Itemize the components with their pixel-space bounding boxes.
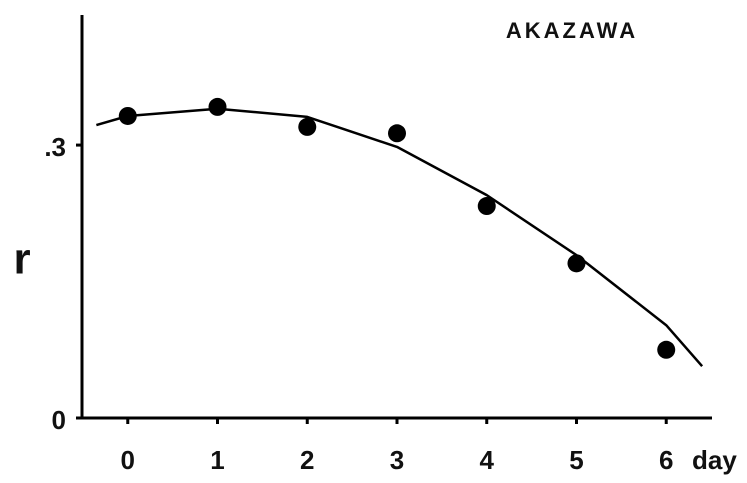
- data-point: [208, 97, 227, 116]
- x-tick-label: 2: [300, 445, 314, 475]
- y-tick-label: .3: [44, 132, 66, 162]
- data-point: [477, 197, 496, 216]
- fit-curve: [96, 107, 704, 367]
- x-tick-label: 0: [121, 445, 135, 475]
- data-point: [118, 106, 137, 125]
- y-tick-label: 0: [52, 405, 66, 435]
- data-point: [567, 254, 586, 273]
- y-axis-label: r: [13, 235, 30, 284]
- chart-title: AKAZAWA: [506, 18, 638, 43]
- data-point: [298, 117, 317, 136]
- x-tick-label: 5: [569, 445, 583, 475]
- x-tick-label: 1: [210, 445, 224, 475]
- x-tick-label: 4: [480, 445, 495, 475]
- x-axis-label: day: [692, 445, 737, 475]
- data-point: [657, 340, 676, 359]
- x-tick-label: 3: [390, 445, 404, 475]
- x-tick-label: 6: [659, 445, 673, 475]
- data-point: [388, 124, 406, 143]
